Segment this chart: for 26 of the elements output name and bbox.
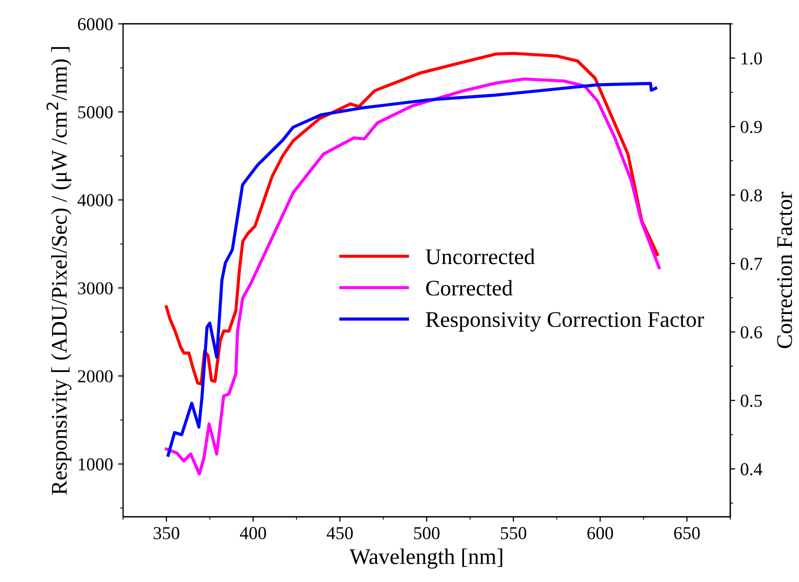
y2-tick-label: 0.9 — [740, 120, 762, 134]
y-tick-label: 2000 — [78, 370, 113, 382]
y2-axis-title: Correction Factor — [777, 192, 792, 348]
legend-label: Responsivity Correction Factor — [426, 312, 704, 332]
x-tick-label: 650 — [674, 527, 700, 540]
y2-tick-label: 0.5 — [740, 394, 762, 407]
x-axis-title: Wavelength [nm] — [350, 548, 502, 569]
x-tick-label: 350 — [154, 527, 180, 540]
x-tick-label: 450 — [326, 527, 353, 540]
x-tick-label: 550 — [500, 527, 526, 540]
x-tick-label: 600 — [587, 527, 614, 540]
y2-tick-label: 0.8 — [740, 189, 762, 202]
y-axis-title: Responsivity [ (ADU/Pixel/Sec) / (μW /cm$^{2}$/nm) ] — [46, 47, 72, 495]
legend-label: Uncorrected — [426, 248, 535, 264]
legend-label: Corrected — [426, 280, 513, 296]
y2-tick-label: 0.6 — [740, 326, 762, 338]
y-tick-label: 6000 — [78, 18, 113, 30]
x-tick-label: 500 — [414, 527, 440, 540]
y-tick-label: 4000 — [78, 194, 113, 206]
y-tick-label: 3000 — [78, 282, 113, 294]
y2-tick-label: 1.0 — [742, 52, 762, 65]
y2-tick-label: 0.4 — [740, 463, 762, 476]
y-tick-label: 1000 — [78, 458, 113, 470]
y2-tick-label: 0.7 — [740, 258, 762, 270]
x-tick-label: 400 — [240, 527, 266, 540]
y-tick-label: 5000 — [78, 106, 113, 118]
